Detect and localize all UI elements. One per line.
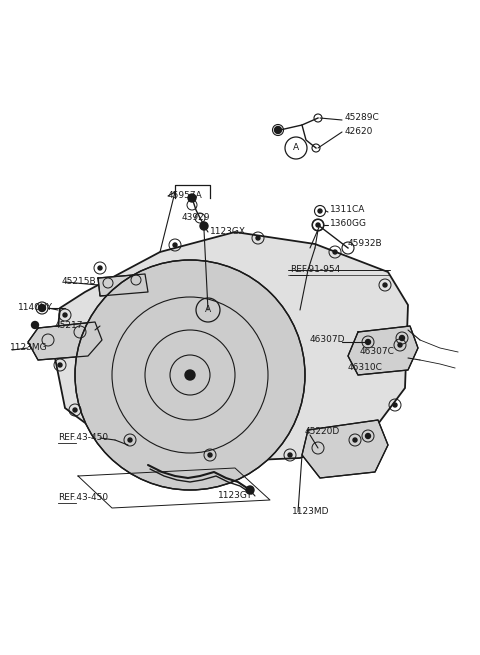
Circle shape <box>73 408 77 412</box>
Text: A: A <box>293 143 299 153</box>
Circle shape <box>365 339 371 345</box>
Circle shape <box>333 250 337 254</box>
Text: 1123GX: 1123GX <box>210 227 246 236</box>
Text: 46310C: 46310C <box>348 364 383 373</box>
Circle shape <box>173 243 177 247</box>
Circle shape <box>399 335 405 341</box>
Text: 46307C: 46307C <box>360 348 395 356</box>
Text: A: A <box>205 305 211 314</box>
Circle shape <box>365 434 371 438</box>
Text: 1123MD: 1123MD <box>292 508 329 517</box>
Text: 1123MG: 1123MG <box>10 343 48 352</box>
Text: REF.43-450: REF.43-450 <box>58 434 108 443</box>
Circle shape <box>275 126 281 134</box>
Text: 45932B: 45932B <box>348 238 383 248</box>
Text: 45217: 45217 <box>55 320 84 329</box>
Circle shape <box>316 223 320 227</box>
Circle shape <box>383 283 387 287</box>
Polygon shape <box>98 274 148 296</box>
Polygon shape <box>348 326 418 375</box>
Circle shape <box>188 194 196 202</box>
Text: 1360GG: 1360GG <box>330 219 367 229</box>
Text: 45957A: 45957A <box>168 191 203 200</box>
Circle shape <box>128 438 132 442</box>
Circle shape <box>318 209 322 213</box>
Text: REF.91-954: REF.91-954 <box>290 265 340 274</box>
Text: 1123GT: 1123GT <box>218 491 253 500</box>
Polygon shape <box>55 232 408 462</box>
Circle shape <box>58 363 62 367</box>
Circle shape <box>288 453 292 457</box>
Text: 43929: 43929 <box>182 214 211 223</box>
Text: 46307D: 46307D <box>310 335 346 345</box>
Text: 45220D: 45220D <box>305 428 340 436</box>
Circle shape <box>32 322 38 329</box>
Circle shape <box>38 305 46 312</box>
Polygon shape <box>302 420 388 478</box>
Circle shape <box>98 266 102 270</box>
Circle shape <box>63 313 67 317</box>
Text: REF.43-450: REF.43-450 <box>58 493 108 502</box>
Circle shape <box>256 236 260 240</box>
Circle shape <box>185 370 195 380</box>
Circle shape <box>398 343 402 347</box>
Text: 45215B: 45215B <box>62 278 96 286</box>
Circle shape <box>75 260 305 490</box>
Text: 42620: 42620 <box>345 128 373 136</box>
Circle shape <box>208 453 212 457</box>
Circle shape <box>200 222 208 230</box>
Polygon shape <box>28 322 102 360</box>
Text: 1140HY: 1140HY <box>18 303 53 312</box>
Circle shape <box>353 438 357 442</box>
Text: 1311CA: 1311CA <box>330 206 365 214</box>
Circle shape <box>393 403 397 407</box>
Circle shape <box>246 486 254 494</box>
Text: 45289C: 45289C <box>345 113 380 122</box>
